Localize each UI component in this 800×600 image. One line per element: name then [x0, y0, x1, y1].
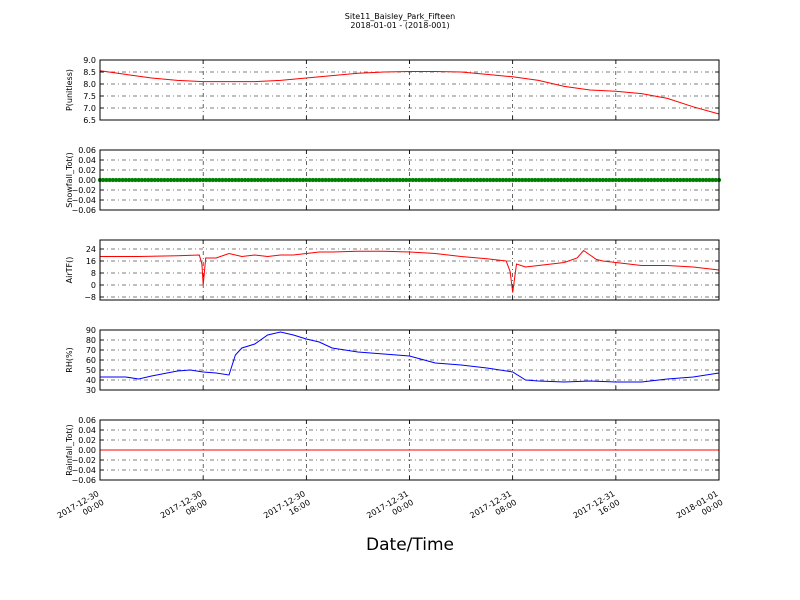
y-tick-label: 40 [86, 376, 96, 385]
y-tick-label: 0.04 [78, 156, 96, 165]
y-tick-label: 30 [86, 386, 96, 395]
y-axis-label: RH(%) [65, 347, 74, 372]
y-tick-label: 24 [86, 245, 96, 254]
series-line [100, 331, 720, 383]
chart-title: Site11_Baisley_Park_Fifteen [344, 12, 456, 21]
y-axis-label: P(unitless) [65, 69, 74, 111]
y-tick-label: 0.02 [78, 166, 96, 175]
x-axis-label: Date/Time [366, 535, 454, 555]
y-tick-label: 8.5 [83, 68, 96, 77]
y-tick-label: −0.04 [71, 466, 96, 475]
y-tick-label: 0.04 [78, 426, 96, 435]
panel-frame [99, 239, 720, 301]
y-tick-label: 90 [86, 326, 96, 335]
y-tick-label: 8 [91, 269, 96, 278]
y-axis-label: Snowfall_Tot() [65, 152, 74, 208]
y-tick-label: 8.0 [83, 80, 96, 89]
y-tick-label: 0.00 [78, 446, 96, 455]
y-tick-label: −0.06 [71, 476, 96, 485]
y-tick-label: 0.02 [78, 436, 96, 445]
y-tick-label: −0.06 [71, 206, 96, 215]
y-tick-label: 16 [86, 257, 96, 266]
chart-subtitle: 2018-01-01 - (2018-001) [350, 21, 450, 30]
y-tick-label: −0.02 [71, 456, 96, 465]
y-tick-label: 0.00 [78, 176, 96, 185]
y-tick-label: 80 [86, 336, 96, 345]
y-tick-label: 50 [86, 366, 96, 375]
series-line [99, 70, 720, 115]
y-tick-label: 60 [86, 356, 96, 365]
series-line [100, 249, 720, 293]
panel-2: −0.06−0.04−0.020.000.020.040.06 Snowfall_… [65, 146, 722, 215]
y-tick-label: 6.5 [83, 116, 96, 125]
y-tick-label: 0.06 [78, 146, 96, 155]
panel-5: −0.06−0.04−0.020.000.020.040.06 Rainfall_… [65, 416, 720, 485]
panel-3: −8 0 8 16 24 AirTF() [65, 239, 720, 302]
y-tick-label: 70 [86, 346, 96, 355]
y-axis-label: AirTF() [65, 257, 74, 284]
y-tick-label: 7.5 [83, 92, 96, 101]
y-tick-label: −8 [84, 293, 96, 302]
y-tick-label: 9.0 [83, 56, 96, 65]
y-tick-label: 7.0 [83, 104, 96, 113]
y-tick-label: 0.06 [78, 416, 96, 425]
y-axis-label: Rainfall_Tot() [65, 424, 74, 476]
panel-frame [99, 419, 720, 481]
y-tick-label: −0.04 [71, 196, 96, 205]
panel-1: 6.5 7.0 7.5 8.0 8.5 9.0 P(unitless) [65, 56, 720, 125]
panel-frame [99, 59, 720, 121]
panel-frame [99, 329, 720, 391]
panel-frame [99, 149, 720, 211]
y-tick-label: 0 [91, 281, 96, 290]
y-tick-label: −0.02 [71, 186, 96, 195]
